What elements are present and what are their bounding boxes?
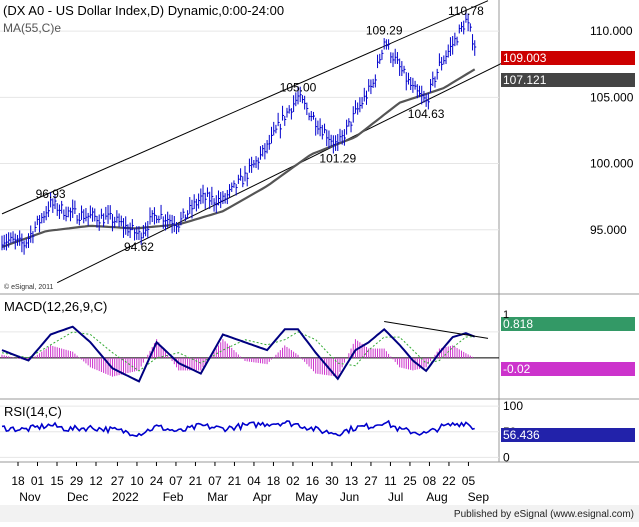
footer-text: Published by eSignal (www.esignal.com)	[454, 509, 634, 520]
x-day-label: 22	[442, 474, 456, 488]
x-month-label: Jul	[388, 490, 403, 504]
x-day-label: 01	[31, 474, 45, 488]
svg-text:0.818: 0.818	[503, 317, 533, 331]
price-grid: 110.000 105.000 100.000 95.000	[0, 24, 634, 237]
x-day-label: 02	[286, 474, 300, 488]
channel-line	[57, 53, 522, 284]
ma-value-flag: 107.121	[501, 73, 635, 87]
ma-legend: MA(55,C)e	[3, 21, 61, 35]
x-day-label: 29	[70, 474, 84, 488]
channel-line	[1, 0, 489, 215]
price-annotation: 110.78	[448, 4, 484, 18]
price-layer: 96.93 94.62 105.00 101.29 109.29 104.63 110.78	[1, 0, 522, 284]
rsi-title: RSI(14,C)	[4, 404, 62, 419]
x-month-label: Feb	[163, 490, 184, 504]
x-month-label: May	[295, 490, 318, 504]
price-annotation: 109.29	[366, 24, 403, 38]
x-day-label: 13	[345, 474, 359, 488]
x-month-label: Dec	[67, 490, 88, 504]
macd-layer	[1, 320, 489, 383]
x-month-label: Sep	[468, 490, 490, 504]
x-month-label: Mar	[207, 490, 228, 504]
price-annotation: 96.93	[36, 187, 66, 201]
price-annotation: 94.62	[124, 240, 154, 254]
svg-text:-0.02: -0.02	[503, 362, 531, 376]
x-day-label: 25	[403, 474, 417, 488]
x-day-label: 15	[50, 474, 64, 488]
rsi-tick-label: 100	[503, 399, 523, 413]
x-day-label: 12	[89, 474, 103, 488]
macd-signal-line	[1, 331, 475, 372]
macd-divergence-line	[384, 320, 489, 339]
macd-value-flag: 0.818	[501, 317, 635, 331]
x-month-label: Aug	[426, 490, 447, 504]
x-axis: 18 01 15 29 12 27 10 24 07 21 07 21 04 18 02 16 30 13 27 11…	[11, 462, 489, 504]
x-day-label: 05	[462, 474, 476, 488]
x-month-label: Nov	[19, 490, 40, 504]
svg-text:107.121: 107.121	[503, 73, 547, 87]
price-tick-label: 110.000	[590, 24, 633, 38]
x-day-label: 24	[150, 474, 164, 488]
last-price-flag: 109.003	[501, 51, 635, 65]
x-day-label: 07	[208, 474, 222, 488]
svg-text:109.003: 109.003	[503, 51, 547, 65]
price-annotation: 104.63	[408, 107, 445, 121]
price-tick-label: 100.000	[590, 157, 634, 171]
macd-tick-1: 1	[503, 309, 509, 321]
x-day-label: 16	[306, 474, 320, 488]
price-tick-label: 105.000	[590, 90, 634, 104]
rsi-line	[1, 419, 475, 438]
macd-line	[1, 325, 476, 383]
chart-title: (DX A0 - US Dollar Index,D) Dynamic,0:00…	[3, 3, 284, 18]
hist-value-flag: -0.02	[501, 362, 635, 376]
macd-title: MACD(12,26,9,C)	[4, 299, 107, 314]
x-day-label: 10	[130, 474, 144, 488]
ma-line	[1, 68, 476, 249]
footer-bar	[0, 505, 639, 522]
x-day-label: 27	[111, 474, 125, 488]
rsi-layer	[1, 419, 475, 438]
x-day-label: 18	[267, 474, 281, 488]
price-annotation: 105.00	[280, 80, 317, 94]
x-day-label: 27	[364, 474, 378, 488]
x-month-label: Jun	[340, 490, 359, 504]
rsi-tick-label: 0	[503, 450, 510, 464]
x-day-label: 18	[11, 474, 25, 488]
x-month-label: Apr	[253, 490, 272, 504]
price-tick-label: 95.000	[590, 223, 627, 237]
watermark: © eSignal, 2011	[4, 283, 54, 291]
x-day-label: 21	[189, 474, 203, 488]
svg-text:56.436: 56.436	[503, 428, 540, 442]
x-month-label: 2022	[112, 490, 139, 504]
rsi-value-flag: 56.436	[501, 428, 635, 442]
price-annotation: 101.29	[319, 151, 356, 165]
x-day-label: 11	[384, 474, 397, 488]
x-day-label: 08	[423, 474, 437, 488]
x-day-label: 04	[247, 474, 261, 488]
x-day-label: 07	[169, 474, 183, 488]
x-day-label: 21	[228, 474, 242, 488]
x-day-label: 30	[325, 474, 339, 488]
